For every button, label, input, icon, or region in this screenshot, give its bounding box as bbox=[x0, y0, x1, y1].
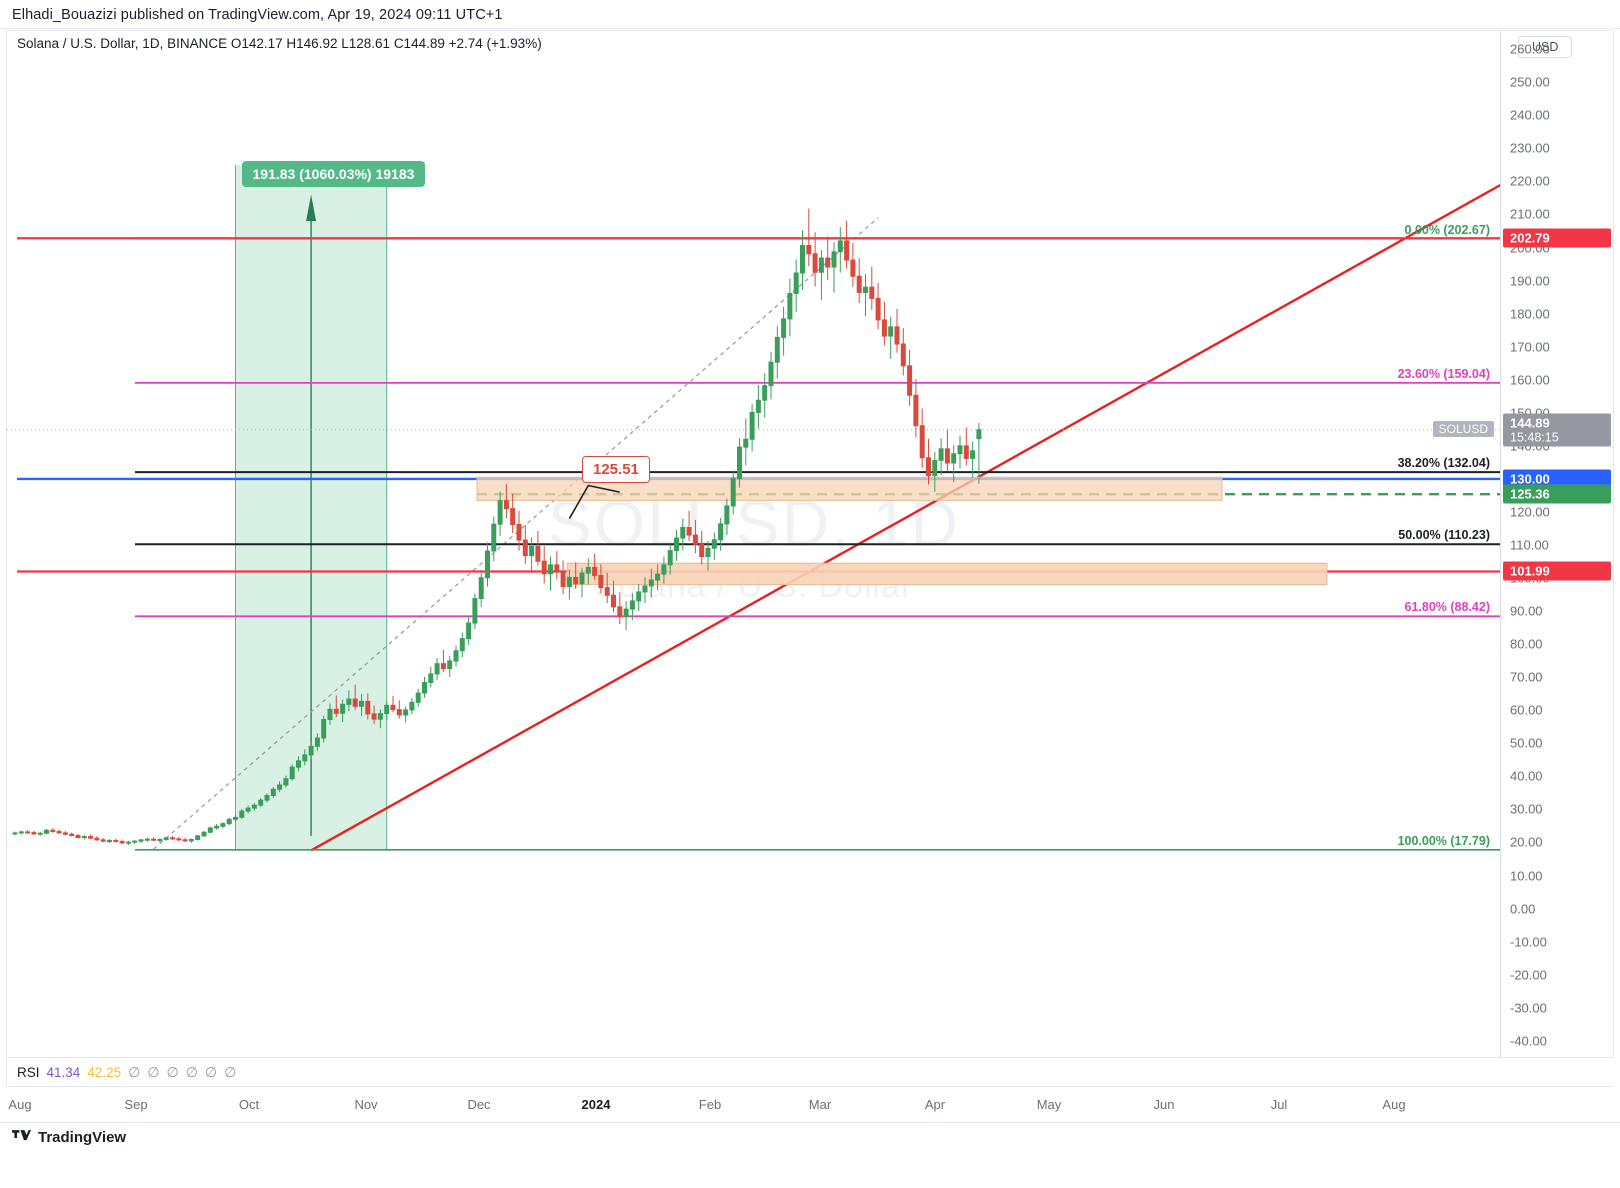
rsi-value-secondary: 42.25 bbox=[87, 1064, 122, 1080]
fib-level-label: 50.00% (110.23) bbox=[1398, 528, 1490, 543]
time-tick: Apr bbox=[924, 1097, 946, 1112]
rsi-placeholder: ∅ bbox=[204, 1063, 218, 1080]
rsi-indicator-legend[interactable]: RSI 41.34 42.25 ∅ ∅ ∅ ∅ ∅ ∅ bbox=[6, 1058, 1500, 1086]
price-tick: 60.00 bbox=[1510, 702, 1543, 718]
price-tick: -40.00 bbox=[1510, 1033, 1547, 1049]
rsi-placeholder: ∅ bbox=[128, 1063, 141, 1080]
price-tick: 190.00 bbox=[1510, 273, 1550, 289]
rsi-label: RSI bbox=[17, 1064, 40, 1080]
time-tick: Aug bbox=[1382, 1097, 1406, 1112]
tradingview-brand: TradingView bbox=[38, 1129, 127, 1146]
fib-level-label: 61.80% (88.42) bbox=[1404, 600, 1490, 615]
price-tick: 180.00 bbox=[1510, 306, 1550, 322]
price-badge-level-130[interactable]: 130.00 bbox=[1503, 469, 1611, 489]
price-badge-last-price[interactable]: 144.89 15:48:15 bbox=[1503, 413, 1611, 447]
time-tick: 2024 bbox=[581, 1097, 611, 1112]
supply-zone-box bbox=[476, 476, 1223, 501]
price-scale[interactable]: USD 260.00 250.00 240.00 230.00 220.00 210.00… bbox=[1500, 30, 1614, 1058]
price-tick: 90.00 bbox=[1510, 603, 1543, 619]
price-tick: 250.00 bbox=[1510, 74, 1550, 90]
price-tick: -20.00 bbox=[1510, 967, 1547, 983]
price-tick: 20.00 bbox=[1510, 834, 1543, 850]
legend-open: O142.17 bbox=[230, 36, 283, 51]
time-tick: Jun bbox=[1153, 1097, 1175, 1112]
legend-symbol[interactable]: Solana / U.S. Dollar, 1D, BINANCE bbox=[17, 36, 228, 51]
price-tick: -30.00 bbox=[1510, 1000, 1547, 1016]
tradingview-mark-icon bbox=[12, 1130, 31, 1141]
rsi-placeholder: ∅ bbox=[185, 1063, 198, 1080]
price-tick: 160.00 bbox=[1510, 372, 1550, 388]
price-badge-level-125[interactable]: 125.36 bbox=[1503, 484, 1611, 504]
last-price-symbol-tag: SOLUSD bbox=[1432, 420, 1494, 437]
time-tick: Mar bbox=[808, 1097, 832, 1112]
page-footer: TradingView bbox=[0, 1122, 1620, 1188]
legend-low: L128.61 bbox=[341, 36, 391, 51]
time-tick: Oct bbox=[238, 1097, 260, 1112]
price-tick: 220.00 bbox=[1510, 173, 1550, 189]
price-tick: 40.00 bbox=[1510, 768, 1543, 784]
fib-level-label: 100.00% (17.79) bbox=[1397, 833, 1490, 848]
price-tick: 70.00 bbox=[1510, 669, 1543, 685]
time-tick: May bbox=[1036, 1097, 1062, 1112]
price-tick: 110.00 bbox=[1510, 537, 1549, 553]
time-tick: Jul bbox=[1270, 1097, 1288, 1112]
price-tick: 80.00 bbox=[1510, 636, 1543, 652]
time-tick: Aug bbox=[8, 1097, 32, 1112]
price-tick: 0.00 bbox=[1510, 901, 1536, 917]
time-tick: Sep bbox=[124, 1097, 148, 1112]
fib-level-label: 38.20% (132.04) bbox=[1397, 456, 1490, 471]
publisher-byline: Elhadi_Bouazizi published on TradingView… bbox=[12, 7, 503, 23]
rsi-value-primary: 41.34 bbox=[46, 1064, 81, 1080]
plot-area[interactable] bbox=[7, 31, 1500, 1057]
price-tick: 230.00 bbox=[1510, 140, 1550, 156]
price-badge-resistance-202[interactable]: 202.79 bbox=[1503, 228, 1611, 248]
fib-level-label: 23.60% (159.04) bbox=[1397, 366, 1490, 381]
tradingview-logo[interactable]: TradingView bbox=[12, 1129, 126, 1146]
time-tick: Feb bbox=[698, 1097, 722, 1112]
rsi-placeholder: ∅ bbox=[224, 1063, 237, 1080]
measure-tool-badge: 191.83 (1060.03%) 19183 bbox=[241, 160, 426, 187]
projection-line bbox=[153, 217, 879, 850]
price-badge-timer: 15:48:15 bbox=[1510, 430, 1559, 445]
chart-panel[interactable]: SOLUSD, 1D Solana / U.S. Dollar Solana /… bbox=[6, 30, 1500, 1058]
time-tick: Nov bbox=[354, 1097, 378, 1112]
price-tick: 10.00 bbox=[1510, 868, 1543, 884]
price-tick: 260.00 bbox=[1510, 41, 1550, 57]
currency-chip[interactable]: USD bbox=[1518, 36, 1573, 58]
price-tick: 30.00 bbox=[1510, 801, 1543, 817]
rsi-placeholder: ∅ bbox=[166, 1063, 179, 1080]
price-tick: 50.00 bbox=[1510, 735, 1543, 751]
time-tick: Dec bbox=[467, 1097, 491, 1112]
price-tick: 210.00 bbox=[1510, 206, 1550, 222]
fib-level-label: 0.00% (202.67) bbox=[1404, 222, 1490, 237]
legend-high: H146.92 bbox=[286, 36, 338, 51]
price-tick: 240.00 bbox=[1510, 107, 1550, 123]
rsi-placeholder: ∅ bbox=[147, 1063, 160, 1080]
legend-change: +2.74 (+1.93%) bbox=[448, 36, 542, 51]
uptrend-line bbox=[310, 183, 1500, 852]
price-tick: -10.00 bbox=[1510, 934, 1547, 950]
chart-canvas bbox=[7, 164, 1500, 852]
price-tick: 170.00 bbox=[1510, 339, 1550, 355]
price-callout-125: 125.51 bbox=[582, 456, 650, 484]
demand-zone-box bbox=[566, 562, 1328, 586]
chart-legend[interactable]: Solana / U.S. Dollar, 1D, BINANCE O142.1… bbox=[17, 36, 542, 51]
time-axis[interactable]: Aug Sep Oct Nov Dec 2024 Feb Mar Apr May Jun Jul Aug bbox=[6, 1086, 1614, 1120]
price-badge-support-101[interactable]: 101.99 bbox=[1503, 561, 1611, 581]
legend-close: C144.89 bbox=[393, 36, 445, 51]
header-divider bbox=[0, 28, 1620, 29]
price-tick: 120.00 bbox=[1510, 504, 1550, 520]
